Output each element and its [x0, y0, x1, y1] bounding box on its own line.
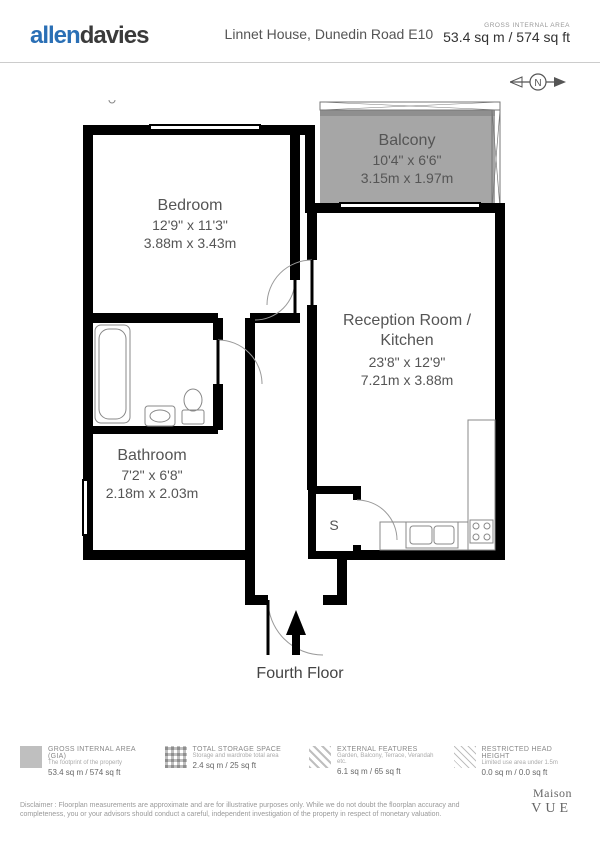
header: allendavies Linnet House, Dunedin Road E…	[0, 0, 600, 63]
legend-desc: The footprint of the property	[48, 760, 147, 766]
legend-title: RESTRICTED HEAD HEIGHT	[482, 746, 581, 760]
footer-brand-line2: VUE	[531, 801, 572, 817]
compass-label: N	[534, 78, 541, 89]
bedroom-name: Bedroom	[158, 197, 223, 214]
agent-logo: allendavies	[30, 22, 148, 50]
bathroom-dim-metric: 2.18m x 2.03m	[106, 485, 199, 501]
logo-part-dark: davies	[80, 22, 149, 49]
legend-item: GROSS INTERNAL AREA (GIA) The footprint …	[20, 746, 147, 777]
legend-item: TOTAL STORAGE SPACE Storage and wardrobe…	[165, 746, 292, 777]
legend-swatch-icon	[165, 746, 187, 768]
reception-name-1: Reception Room /	[343, 312, 472, 329]
reception-dim-imperial: 23'8" x 12'9"	[369, 354, 446, 370]
gia-value: 53.4 sq m / 574 sq ft	[443, 29, 570, 45]
entrance-arrow-icon	[286, 610, 306, 655]
legend-swatch-icon	[309, 746, 331, 768]
legend-desc: Garden, Balcony, Terrace, Verandah etc.	[337, 753, 436, 765]
storage-label: S	[329, 517, 338, 533]
footer-brand: Maison VUE	[531, 786, 572, 817]
compass-icon: N	[510, 70, 570, 94]
reception-name-2: Kitchen	[380, 332, 433, 349]
legend-desc: Limited use area under 1.5m	[482, 760, 581, 766]
gia-block: GROSS INTERNAL AREA 53.4 sq m / 574 sq f…	[443, 22, 570, 45]
bathroom-name: Bathroom	[117, 447, 186, 464]
bedroom-dim-imperial: 12'9" x 11'3"	[152, 217, 228, 233]
legend-item: RESTRICTED HEAD HEIGHT Limited use area …	[454, 746, 581, 777]
legend-swatch-icon	[20, 746, 42, 768]
property-title: Linnet House, Dunedin Road E10	[148, 22, 443, 42]
bathroom-dim-imperial: 7'2" x 6'8"	[121, 467, 182, 483]
legend-value: 0.0 sq m / 0.0 sq ft	[482, 768, 581, 777]
legend-swatch-icon	[454, 746, 476, 768]
legend-title: TOTAL STORAGE SPACE	[193, 746, 282, 753]
legend-value: 2.4 sq m / 25 sq ft	[193, 761, 282, 770]
footer-brand-line1: Maison	[531, 786, 572, 801]
bedroom-dim-metric: 3.88m x 3.43m	[144, 235, 237, 251]
legend-value: 6.1 sq m / 65 sq ft	[337, 767, 436, 776]
legend-item: EXTERNAL FEATURES Garden, Balcony, Terra…	[309, 746, 436, 777]
balcony-dim-metric: 3.15m x 1.97m	[361, 170, 454, 186]
floor-label: Fourth Floor	[256, 665, 344, 680]
logo-part-blue: allen	[30, 22, 80, 49]
gia-label: GROSS INTERNAL AREA	[443, 22, 570, 29]
disclaimer-text: Disclaimer : Floorplan measurements are …	[20, 801, 470, 819]
legend-value: 53.4 sq m / 574 sq ft	[48, 768, 147, 777]
balcony-name: Balcony	[379, 132, 436, 149]
floorplan: Bedroom 12'9" x 11'3" 3.88m x 3.43m Balc…	[40, 100, 560, 680]
balcony-dim-imperial: 10'4" x 6'6"	[373, 152, 442, 168]
reception-dim-metric: 7.21m x 3.88m	[361, 372, 454, 388]
legend-title: EXTERNAL FEATURES	[337, 746, 436, 753]
legend: GROSS INTERNAL AREA (GIA) The footprint …	[20, 746, 580, 777]
legend-desc: Storage and wardrobe total area	[193, 753, 282, 759]
legend-title: GROSS INTERNAL AREA (GIA)	[48, 746, 147, 760]
